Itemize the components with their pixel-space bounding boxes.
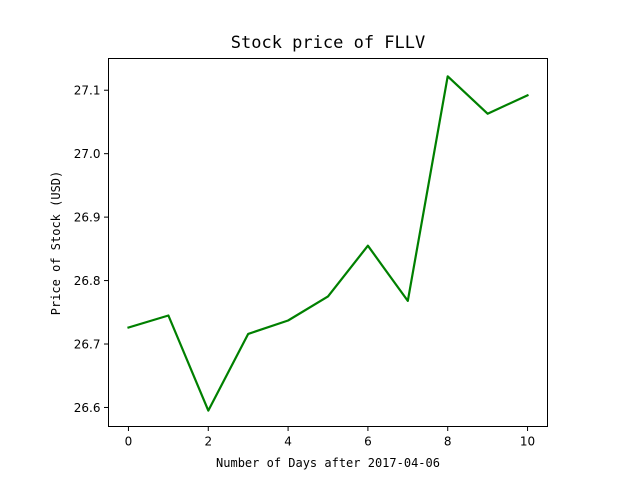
series-group — [127, 75, 529, 412]
x-axis: 0 2 4 6 8 10 — [125, 426, 535, 449]
y-tick-label: 27.0 — [74, 147, 101, 161]
series-line — [127, 75, 529, 412]
y-tick-label: 26.8 — [74, 274, 101, 288]
x-tick-label: 6 — [364, 435, 372, 449]
x-tick-label: 0 — [125, 435, 133, 449]
y-tick-label: 27.1 — [74, 84, 101, 98]
chart-title: Stock price of FLLV — [231, 33, 425, 53]
y-tick-label: 26.9 — [74, 210, 101, 224]
y-axis: 26.6 26.7 26.8 26.9 27.0 27.1 — [74, 84, 109, 415]
y-tick-label: 26.6 — [74, 401, 101, 415]
x-axis-label: Number of Days after 2017-04-06 — [216, 456, 440, 470]
x-tick-label: 2 — [204, 435, 212, 449]
y-tick-label: 26.7 — [74, 337, 101, 351]
plot-frame — [108, 58, 548, 427]
x-tick-label: 8 — [444, 435, 452, 449]
x-tick-label: 10 — [520, 435, 535, 449]
y-axis-label: Price of Stock (USD) — [49, 171, 63, 316]
x-tick-label: 4 — [284, 435, 292, 449]
